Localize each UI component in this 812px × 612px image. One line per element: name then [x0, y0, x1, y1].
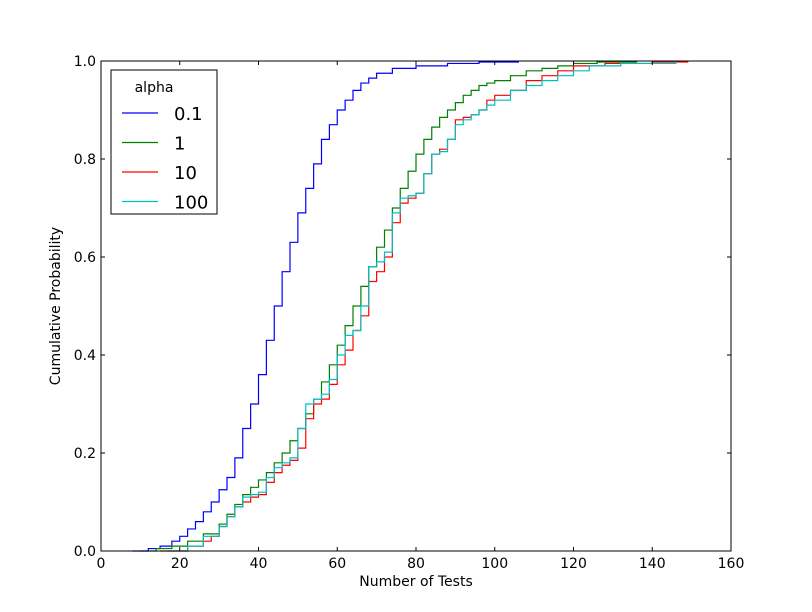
series-lines [132, 61, 689, 552]
x-tick-label: 160 [718, 556, 745, 572]
legend-label: 1 [174, 134, 185, 155]
x-tick-label: 100 [481, 556, 508, 572]
x-axis-label: Number of Tests [359, 574, 473, 590]
legend-label: 10 [174, 163, 197, 184]
x-tick-label: 0 [97, 556, 106, 572]
legend-label: 100 [174, 193, 208, 214]
x-tick-label: 80 [407, 556, 425, 572]
x-axis-ticks: 0 20 40 60 80 100 120 140 160 [97, 61, 745, 572]
legend-title: alpha [135, 80, 174, 96]
y-tick-label: 0.2 [74, 446, 96, 462]
y-tick-label: 0.8 [74, 152, 96, 168]
x-tick-label: 120 [560, 556, 587, 572]
legend: alpha 0.1 1 10 100 [110, 69, 218, 215]
series-line-0-1 [132, 61, 519, 552]
y-tick-label: 1.0 [74, 54, 96, 70]
legend-items: 0.1 1 10 100 [122, 104, 208, 214]
y-axis-ticks: 0.0 0.2 0.4 0.6 0.8 1.0 [74, 54, 731, 560]
x-tick-label: 140 [639, 556, 666, 572]
y-tick-label: 0.0 [74, 544, 96, 560]
series-line-100 [167, 61, 677, 552]
x-tick-label: 60 [328, 556, 346, 572]
x-tick-label: 20 [171, 556, 189, 572]
y-axis-label: Cumulative Probability [48, 227, 64, 385]
x-tick-label: 40 [250, 556, 268, 572]
series-line-10 [160, 61, 689, 552]
y-tick-label: 0.4 [74, 348, 96, 364]
legend-label: 0.1 [174, 104, 203, 125]
y-tick-label: 0.6 [74, 250, 96, 266]
